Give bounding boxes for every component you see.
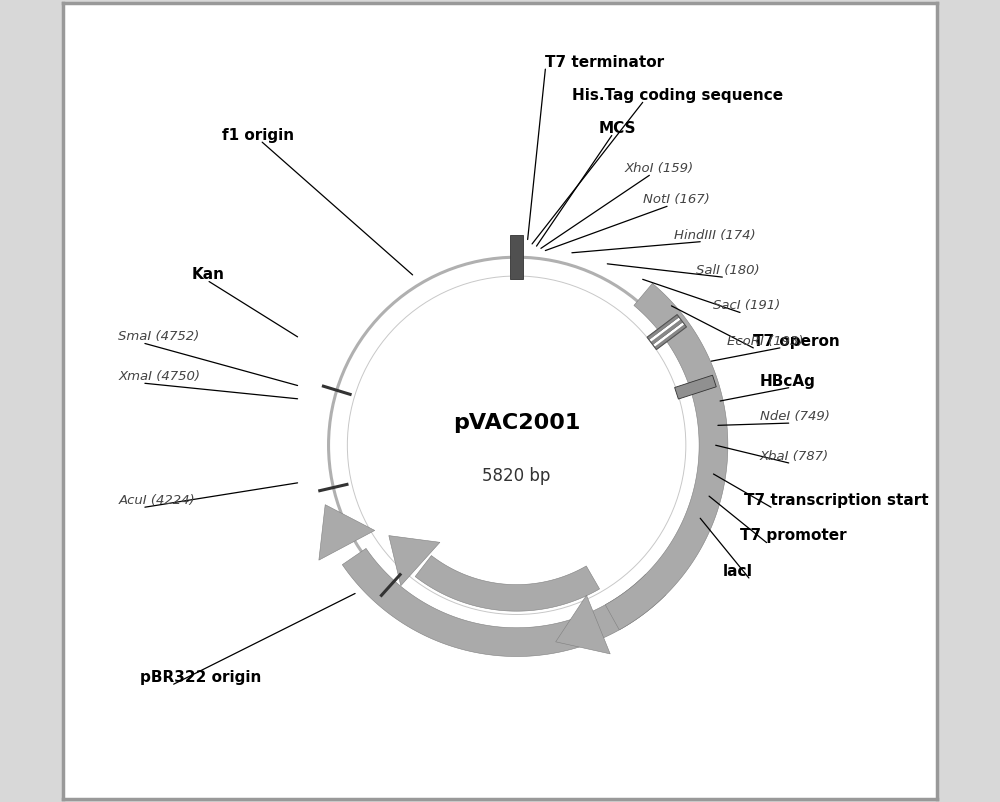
Text: His.Tag coding sequence: His.Tag coding sequence <box>572 88 783 103</box>
Text: T7 promoter: T7 promoter <box>740 529 847 544</box>
Text: SalI (180): SalI (180) <box>696 264 759 277</box>
Polygon shape <box>655 325 686 350</box>
Text: HindIII (174): HindIII (174) <box>674 229 755 241</box>
Polygon shape <box>415 556 600 611</box>
Text: f1 origin: f1 origin <box>222 128 294 143</box>
Text: XmaI (4750): XmaI (4750) <box>118 371 200 383</box>
Text: XhoI (159): XhoI (159) <box>625 162 694 175</box>
Polygon shape <box>510 235 523 279</box>
Text: NotI (167): NotI (167) <box>643 193 709 206</box>
Polygon shape <box>389 536 440 585</box>
Text: SmaI (4752): SmaI (4752) <box>118 330 200 343</box>
Polygon shape <box>653 322 685 347</box>
Text: HBcAg: HBcAg <box>760 374 816 389</box>
Text: lacI: lacI <box>722 564 752 579</box>
Polygon shape <box>647 314 679 340</box>
Text: T7 operon: T7 operon <box>753 334 840 349</box>
Text: AcuI (4224): AcuI (4224) <box>118 494 195 507</box>
Text: EcoRI (193): EcoRI (193) <box>727 334 803 348</box>
Polygon shape <box>651 319 683 345</box>
Polygon shape <box>319 504 375 560</box>
Polygon shape <box>649 317 681 342</box>
Polygon shape <box>556 595 610 654</box>
Text: T7 transcription start: T7 transcription start <box>744 493 929 508</box>
Text: pBR322 origin: pBR322 origin <box>140 670 262 685</box>
Text: SacI (191): SacI (191) <box>713 299 781 312</box>
Polygon shape <box>675 375 716 399</box>
Text: Kan: Kan <box>191 267 224 282</box>
Polygon shape <box>342 549 666 657</box>
Polygon shape <box>605 283 728 630</box>
Text: T7 terminator: T7 terminator <box>545 55 664 70</box>
Text: MCS: MCS <box>598 121 636 136</box>
Text: XbaI (787): XbaI (787) <box>760 450 829 463</box>
Text: NdeI (749): NdeI (749) <box>760 410 830 423</box>
Text: 5820 bp: 5820 bp <box>482 468 551 485</box>
Text: pVAC2001: pVAC2001 <box>453 413 580 433</box>
